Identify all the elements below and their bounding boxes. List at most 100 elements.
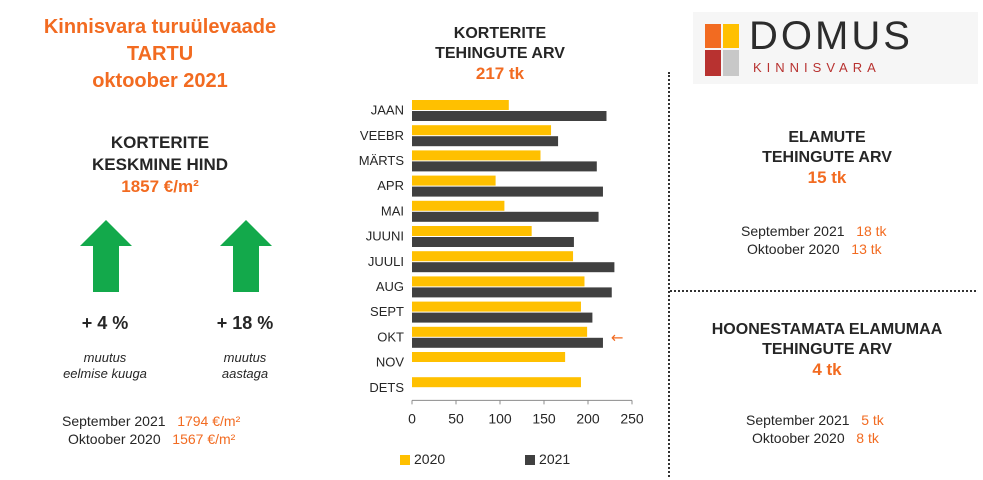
land-comparison-september: September 2021 5 tk [746, 412, 884, 429]
bar-2021-apr [412, 186, 603, 197]
category-label: OKT [377, 329, 404, 344]
houses-title-line1: ELAMUTE [788, 129, 866, 146]
land-title-line2: TEHINGUTE ARV [762, 341, 892, 358]
bar-2020-juuli [412, 251, 574, 262]
land-title-line1: HOONESTAMATA ELAMUMAA [711, 321, 943, 338]
comparison-value: 13 tk [851, 241, 882, 257]
bar-2020-okt [412, 326, 588, 337]
vertical-divider [668, 72, 670, 477]
bar-2020-jaan [412, 100, 509, 110]
bar-2020-apr [412, 175, 496, 186]
chart-legend: 2020 2021 [400, 451, 646, 467]
bar-2021-juuli [412, 262, 615, 273]
logo-name: DOMUS [749, 14, 913, 58]
comparison-period: Oktoober 2020 [752, 430, 845, 446]
legend-label: 2020 [414, 451, 446, 467]
houses-block: ELAMUTE TEHINGUTE ARV 15 tk [680, 128, 974, 188]
x-tick-label: 0 [408, 410, 416, 426]
bar-2020-märts [412, 150, 541, 161]
bar-2021-veebr [412, 136, 559, 147]
x-tick-label: 100 [488, 410, 512, 426]
monthly-change-value: + 4 % [81, 313, 129, 333]
category-label: AUG [376, 279, 404, 294]
bar-2020-nov [412, 352, 566, 362]
category-label: SEPT [370, 304, 404, 319]
category-label: DETS [369, 380, 404, 395]
category-label: JAAN [371, 103, 404, 118]
bar-2021-juuni [412, 237, 574, 247]
report-title: Kinnisvara turuülevaade TARTU oktoober 2… [0, 14, 320, 95]
bar-2020-dets [412, 377, 581, 388]
comparison-period: September 2021 [62, 413, 166, 429]
comparison-period: September 2021 [741, 223, 845, 239]
comparison-value: 1567 €/m² [172, 431, 236, 447]
legend-label: 2021 [539, 451, 571, 467]
logo-subtitle: KINNISVARA [753, 60, 881, 75]
bar-2021-sept [412, 312, 593, 323]
bar-2020-aug [412, 276, 585, 287]
bar-2020-veebr [412, 125, 552, 136]
bar-2021-märts [412, 161, 597, 172]
monthly-caption-line2: eelmise kuuga [63, 366, 147, 381]
transactions-bar-chart: JAAN VEEBR MÄRTS APR MAI JUUNI JUULI AUG SEPT OKT… [359, 100, 644, 426]
comparison-period: Oktoober 2020 [68, 431, 161, 447]
yearly-caption-line1: muutus [223, 350, 267, 365]
category-label: JUULI [368, 254, 404, 269]
legend-swatch [525, 455, 536, 466]
yearly-change-value: + 18 % [216, 313, 274, 333]
yearly-caption-line2: aastaga [221, 366, 269, 381]
houses-title-line2: TEHINGUTE ARV [762, 149, 892, 166]
bar-2021-aug [412, 287, 612, 298]
legend-swatch [400, 455, 410, 466]
domus-logo: DOMUS KINNISVARA [693, 12, 978, 84]
category-label: APR [377, 178, 404, 193]
x-tick-label: 250 [620, 410, 644, 426]
apartment-price-value: 1857 €/m² [121, 177, 199, 196]
bar-2020-mai [412, 200, 505, 211]
bar-2021-jaan [412, 111, 607, 121]
highlight-arrow-icon: ← [611, 328, 624, 346]
x-tick-label: 200 [576, 410, 600, 426]
apartment-price-label-line1: KORTERITE [110, 133, 210, 152]
price-comparison-september: September 2021 1794 €/m² [62, 413, 240, 430]
logo-mark-icon [705, 24, 739, 76]
report-title-city: TARTU [126, 43, 194, 65]
houses-comparison-september: September 2021 18 tk [741, 223, 887, 240]
chart-title-line1: KORTERITE [453, 25, 547, 42]
land-comparison-october-2020: Oktoober 2020 8 tk [752, 430, 879, 447]
comparison-value: 1794 €/m² [177, 413, 241, 429]
bar-2021-okt [412, 337, 603, 348]
up-arrow-icon [80, 220, 132, 292]
category-label: NOV [376, 355, 405, 370]
legend-item-2021: 2021 [525, 451, 570, 467]
comparison-value: 8 tk [856, 430, 879, 446]
horizontal-divider [670, 290, 976, 292]
price-comparison-october-2020: Oktoober 2020 1567 €/m² [68, 431, 235, 448]
comparison-value: 5 tk [861, 412, 884, 428]
bar-2021-mai [412, 211, 599, 222]
monthly-caption-line1: muutus [83, 350, 127, 365]
land-total: 4 tk [812, 360, 842, 379]
comparison-value: 18 tk [856, 223, 887, 239]
x-tick-label: 150 [532, 410, 556, 426]
report-title-line1: Kinnisvara turuülevaade [43, 16, 277, 38]
comparison-period: Oktoober 2020 [747, 241, 840, 257]
houses-comparison-october-2020: Oktoober 2020 13 tk [747, 241, 882, 258]
apartment-price-label-line2: KESKMINE HIND [91, 155, 228, 174]
land-block: HOONESTAMATA ELAMUMAA TEHINGUTE ARV 4 tk [680, 320, 974, 380]
bar-2020-juuni [412, 226, 532, 236]
report-title-period: oktoober 2021 [92, 70, 228, 92]
monthly-change-caption: muutus eelmise kuuga [35, 350, 175, 382]
houses-total: 15 tk [807, 168, 847, 187]
apartment-price-block: KORTERITE KESKMINE HIND 1857 €/m² [60, 132, 260, 198]
legend-item-2020: 2020 [400, 451, 445, 467]
x-tick-label: 50 [448, 410, 464, 426]
chart-total: 217 tk [475, 64, 525, 83]
category-label: MAI [381, 203, 404, 218]
chart-title-line2: TEHINGUTE ARV [435, 45, 565, 62]
bar-2020-sept [412, 301, 581, 312]
comparison-period: September 2021 [746, 412, 850, 428]
yearly-change-caption: muutus aastaga [175, 350, 315, 382]
chart-title: KORTERITE TEHINGUTE ARV 217 tk [390, 24, 610, 84]
category-label: MÄRTS [359, 153, 405, 168]
